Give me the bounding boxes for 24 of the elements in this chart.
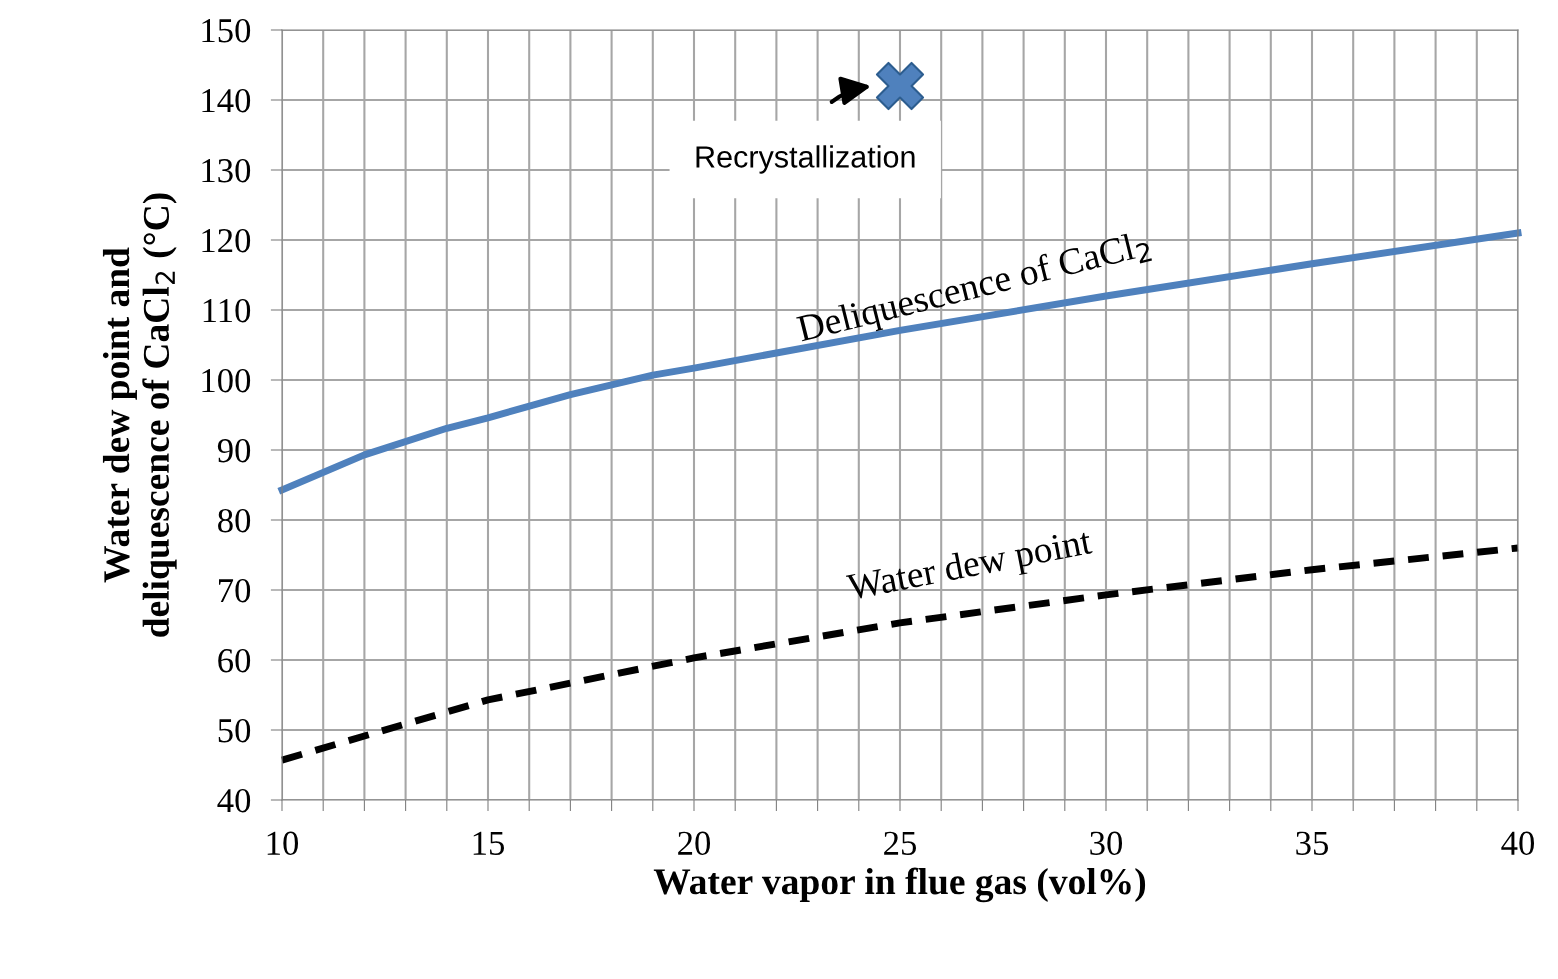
- y-tick-label: 120: [202, 228, 251, 253]
- x-tick-label: 15: [473, 831, 504, 855]
- x-axis-title: Water vapor in flue gas (vol%): [653, 867, 1146, 903]
- text: Deliquescence of CaCl$_{2}$: [795, 228, 1153, 350]
- y-tick-label: 130: [202, 158, 251, 183]
- x-tick-label: 40: [1501, 831, 1535, 855]
- y-tick-label: 90: [217, 438, 251, 463]
- y-tick-label: 80: [218, 508, 251, 533]
- y-tick-label: 150: [202, 18, 251, 43]
- x-tick-label: 25: [884, 831, 916, 855]
- y-axis-title: Water dew point and deliquescence of CaCl$_{2}$ (°C): [102, 193, 177, 637]
- y-tick-label: 40: [217, 788, 251, 813]
- x-tick-label: 35: [1296, 831, 1328, 855]
- annotation: Recrystallization: [696, 145, 915, 174]
- y-tick-label: 50: [218, 718, 251, 743]
- text: Water dew point: [845, 527, 1095, 608]
- x-tick-label: 30: [1090, 831, 1123, 855]
- y-tick-label: 140: [202, 88, 251, 113]
- x-tick-label: 10: [267, 831, 299, 855]
- x-tick-label: 20: [678, 831, 711, 855]
- y-tick-label: 70: [219, 578, 251, 603]
- y-tick-label: 60: [218, 648, 251, 673]
- y-tick-label: 100: [202, 368, 251, 393]
- y-tick-label: 110: [203, 298, 251, 323]
